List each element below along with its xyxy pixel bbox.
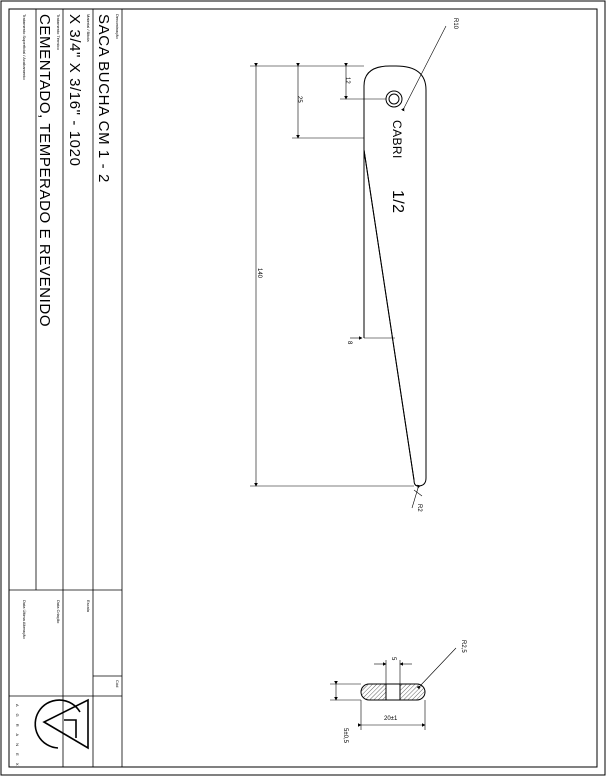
denominacao-label: Denominação: [115, 14, 120, 39]
tratamento-label: Tratamento Térmico: [56, 14, 61, 50]
escala-label: Escala: [86, 600, 91, 613]
agranex-logo: [34, 698, 89, 750]
data-ultima-alteracao-label: Data Última Alteração: [22, 600, 27, 639]
cross-section: [360, 683, 426, 701]
dim-8-label: 8: [346, 341, 352, 345]
logo-wordmark: A G R A N E X: [15, 704, 20, 769]
inner-border: [8, 8, 598, 768]
radius-top-label: R10: [452, 18, 458, 30]
part-side-view: [363, 65, 427, 487]
dim-25-label: 25: [296, 96, 302, 103]
material-label: Material / Bitola: [86, 14, 91, 42]
data-criacao-label: Data Criação: [56, 600, 61, 624]
tratamento-superficial-label: Tratamento Superficial / Acabamento: [22, 14, 27, 80]
section-radius-label: R2,5: [460, 640, 466, 653]
engraving-size: 1/2: [389, 190, 406, 214]
section-thickness-label: 5±0,5: [342, 728, 348, 743]
tratamento-value: CEMENTADO, TEMPERADO E REVENIDO: [36, 14, 53, 328]
section-dim-5-label: 5: [390, 657, 396, 661]
cod-label: Cód: [115, 680, 120, 688]
section-dimension-lines: [330, 647, 457, 730]
dim-12-label: 12: [344, 77, 350, 84]
denominacao-value: SACA BUCHA CM 1 - 2: [95, 14, 112, 183]
dim-140-label: 140: [256, 268, 262, 279]
dimension-lines: [250, 25, 447, 509]
material-value: X 3/4" X 3/16" - 1020: [66, 14, 83, 167]
radius-tip-label: R2: [416, 504, 422, 512]
engraving-brand: CABRI: [390, 120, 404, 159]
section-width-label: 20±1: [384, 716, 398, 722]
title-block-lines: [9, 9, 123, 767]
